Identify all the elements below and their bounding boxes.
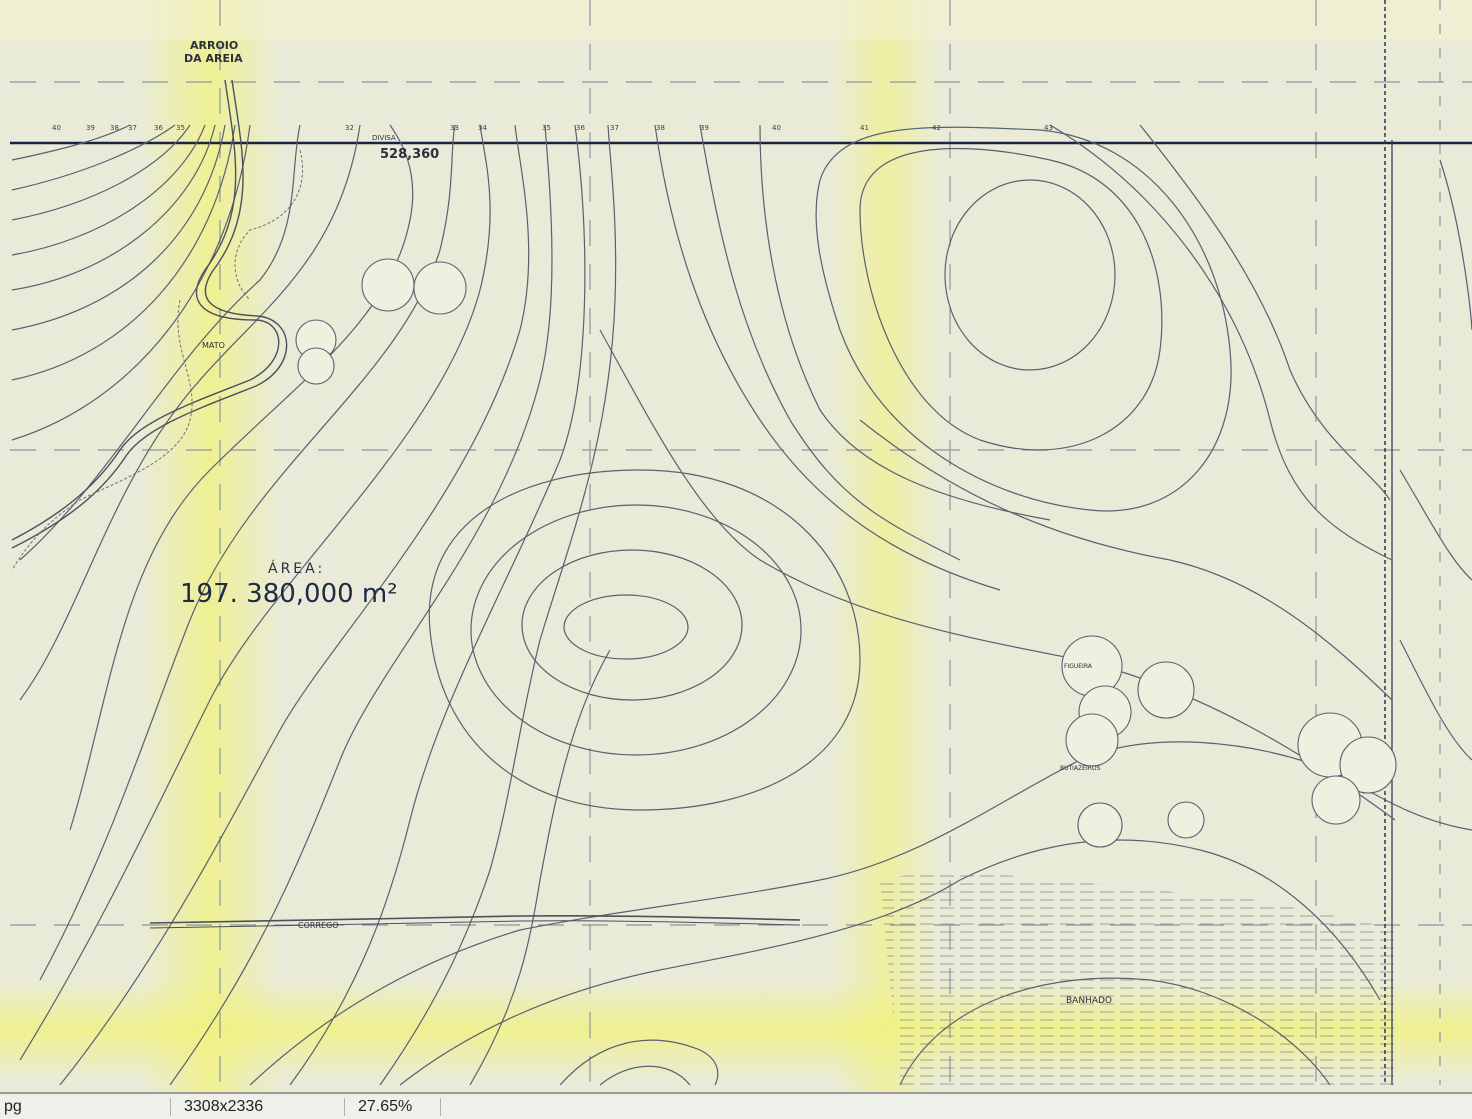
label-coordinate: 528,360: [380, 147, 439, 162]
label-arroio-2: DA AREIA: [184, 52, 243, 65]
contour-value-label: 38: [110, 124, 119, 132]
label-area-title: ÁREA:: [268, 560, 325, 577]
status-bar: pg 3308x2336 27.65%: [0, 1092, 1472, 1119]
contour-value-label: 36: [154, 124, 163, 132]
status-separator: [170, 1098, 171, 1116]
contour-value-label: 32: [345, 124, 354, 132]
contour-value-label: 34: [478, 124, 487, 132]
forest-outline: [11, 149, 304, 571]
contour-value-label: 40: [772, 124, 781, 132]
label-divisa: DIVISA: [372, 134, 396, 142]
contour-value-labels: 40 39 38 37 36 35 32 33 34 35 36 37 38 39 40 41 42 43: [52, 124, 1053, 132]
contour-value-label: 37: [128, 124, 137, 132]
label-butiazeiros: BUTIAZEIROS: [1060, 765, 1101, 772]
status-separator: [344, 1098, 345, 1116]
label-mato: MATO: [202, 341, 225, 350]
map-image[interactable]: ARROIO DA AREIA DIVISA 528,360 MATO ÁREA…: [0, 0, 1472, 1092]
contour-lines: [11, 124, 1472, 1086]
contour-value-label: 36: [576, 124, 585, 132]
contour-value-label: 39: [86, 124, 95, 132]
label-corrego: CORREGO: [298, 921, 339, 930]
grid-lines: [10, 0, 1472, 1092]
contour-value-label: 39: [700, 124, 709, 132]
stream-arroio: [11, 79, 288, 549]
contour-value-label: 35: [176, 124, 185, 132]
label-arroio-1: ARROIO: [190, 39, 238, 52]
contour-value-label: 38: [656, 124, 665, 132]
status-dimensions: 3308x2336: [184, 1098, 264, 1115]
topographic-map: ARROIO DA AREIA DIVISA 528,360 MATO ÁREA…: [0, 0, 1472, 1092]
contour-value-label: 42: [932, 124, 941, 132]
status-filename: pg: [4, 1098, 22, 1115]
map-labels: ARROIO DA AREIA DIVISA 528,360 MATO ÁREA…: [180, 39, 1112, 1006]
contour-value-label: 41: [860, 124, 869, 132]
contour-value-label: 33: [450, 124, 459, 132]
tree-clusters: [295, 258, 1397, 848]
contour-value-label: 37: [610, 124, 619, 132]
label-area-value: 197. 380,000 m²: [180, 579, 398, 609]
property-boundary: [10, 0, 1472, 1085]
contour-value-label: 35: [542, 124, 551, 132]
status-separator: [440, 1098, 441, 1116]
label-banhado: BANHADO: [1066, 996, 1112, 1006]
status-zoom: 27.65%: [358, 1098, 413, 1115]
label-figueira: FIGUEIRA: [1064, 663, 1093, 670]
contour-value-label: 43: [1044, 124, 1053, 132]
contour-value-label: 40: [52, 124, 61, 132]
